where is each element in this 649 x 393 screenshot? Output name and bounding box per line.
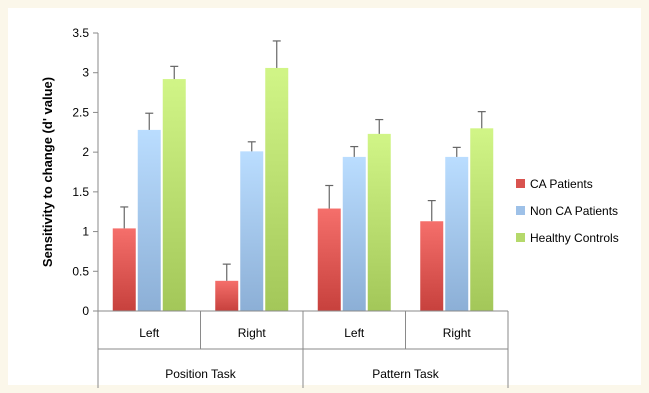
bar bbox=[112, 228, 136, 311]
error-bars-layer bbox=[120, 40, 486, 281]
bar bbox=[470, 128, 494, 311]
legend-swatch bbox=[516, 206, 525, 215]
x-group-label: Pattern Task bbox=[372, 367, 439, 381]
bar bbox=[240, 151, 264, 311]
x-category-label: Right bbox=[238, 326, 267, 340]
bars-layer bbox=[112, 67, 494, 311]
chart-background bbox=[8, 8, 641, 385]
bar bbox=[445, 156, 469, 311]
x-category-label: Left bbox=[139, 326, 160, 340]
y-tick-label: 3 bbox=[82, 66, 89, 80]
legend: CA Patients Non CA Patients Healthy Contro… bbox=[516, 177, 619, 245]
y-tick-label: 0 bbox=[82, 304, 89, 318]
y-tick-label: 1.5 bbox=[72, 185, 89, 199]
legend-label: CA Patients bbox=[530, 177, 593, 191]
bar bbox=[420, 221, 444, 311]
y-tick-label: 0.5 bbox=[72, 264, 89, 278]
x-category-label: Right bbox=[443, 326, 472, 340]
y-tick-label: 2 bbox=[82, 145, 89, 159]
x-group-label: Position Task bbox=[165, 367, 236, 381]
bar bbox=[215, 280, 239, 311]
bar bbox=[342, 156, 366, 311]
y-tick-label: 3.5 bbox=[72, 26, 89, 40]
legend-swatch bbox=[516, 233, 525, 242]
y-tick-label: 2.5 bbox=[72, 105, 89, 119]
legend-swatch bbox=[516, 179, 525, 188]
y-axis-label: Sensitivity to change (d' value) bbox=[40, 77, 55, 267]
legend-label: Non CA Patients bbox=[530, 204, 618, 218]
bar bbox=[367, 133, 391, 311]
bar bbox=[317, 208, 341, 311]
legend-label: Healthy Controls bbox=[530, 231, 619, 245]
bar bbox=[265, 67, 289, 311]
bar bbox=[162, 79, 186, 311]
y-tick-label: 1 bbox=[82, 225, 89, 239]
bar bbox=[137, 129, 161, 311]
axes-layer: 0 0.5 1 1.5 2 2.5 3 3.5 Left Right Left Right Positi… bbox=[72, 26, 509, 388]
x-category-label: Left bbox=[344, 326, 365, 340]
